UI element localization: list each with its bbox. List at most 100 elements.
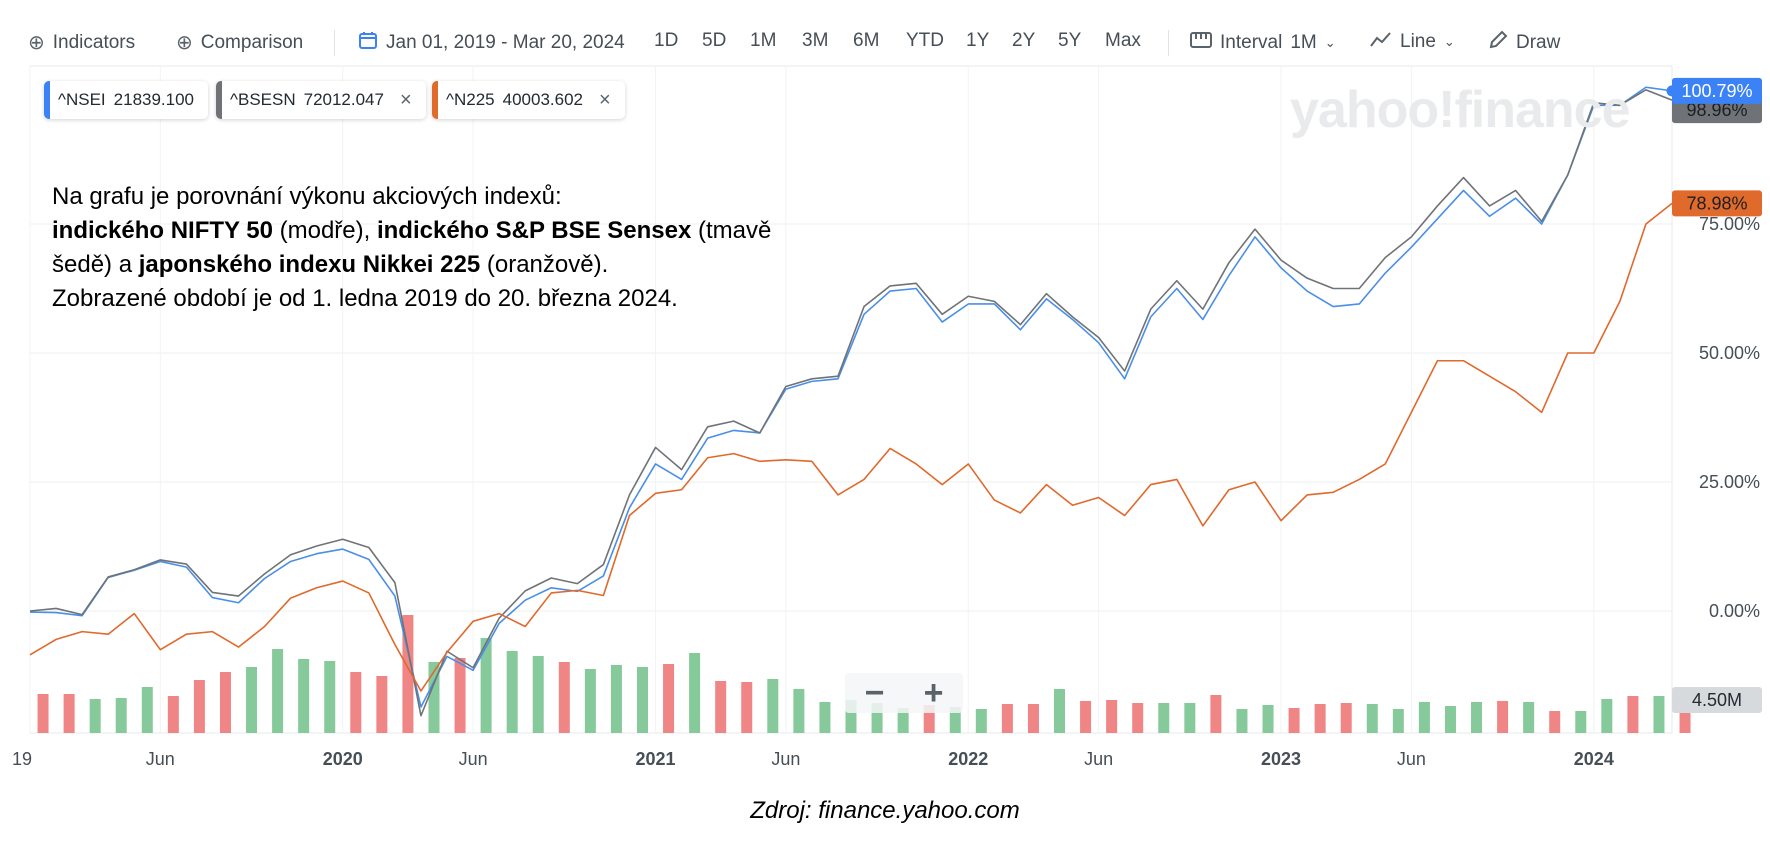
- volume-bar: [975, 709, 987, 733]
- series-value: 72012.047: [303, 90, 384, 109]
- draw-label: Draw: [1516, 32, 1561, 53]
- toolbar-divider: [334, 30, 335, 56]
- chart-type-button[interactable]: Line ⌄: [1370, 30, 1455, 54]
- volume-bar: [1106, 700, 1118, 733]
- close-icon[interactable]: ×: [599, 88, 611, 111]
- x-tick-label: 2023: [1261, 749, 1301, 769]
- pencil-icon: [1488, 30, 1508, 56]
- annotation-line: Zobrazené období je od 1. ledna 2019 do …: [52, 285, 678, 312]
- y-tick-label: 0.00%: [1709, 601, 1760, 621]
- range-label: 6M: [853, 30, 880, 51]
- zoom-out-button[interactable]: −: [864, 674, 885, 712]
- series-line-nsei: [29, 86, 1673, 708]
- x-tick-label: 2020: [323, 749, 363, 769]
- volume-bar: [1132, 703, 1144, 733]
- range-label: 5D: [702, 30, 727, 51]
- range-2y-button[interactable]: 2Y: [1012, 30, 1035, 52]
- volume-bar: [1236, 709, 1248, 733]
- volume-bar: [1679, 710, 1691, 733]
- y-tick-label: 75.00%: [1699, 214, 1760, 234]
- range-label: 1M: [750, 30, 777, 51]
- series-value: 21839.100: [113, 90, 195, 109]
- volume-bar: [1184, 703, 1196, 733]
- range-1d-button[interactable]: 1D: [654, 30, 678, 52]
- toolbar-divider: [1168, 30, 1169, 56]
- volume-label: 4.50M: [1692, 690, 1742, 710]
- range-5d-button[interactable]: 5D: [702, 30, 726, 52]
- interval-value: 1M: [1290, 32, 1317, 53]
- indicators-button[interactable]: ⊕ Indicators: [28, 30, 135, 55]
- series-chip-n225[interactable]: ^N225 40003.602 ×: [432, 81, 625, 119]
- volume-bar: [897, 708, 909, 733]
- range-label: 2Y: [1012, 30, 1036, 51]
- volume-bar: [1340, 703, 1352, 733]
- range-label: 1D: [654, 30, 679, 51]
- series-color-swatch: [432, 81, 438, 119]
- volume-bar: [298, 659, 310, 733]
- chevron-down-icon: ⌄: [1443, 34, 1455, 49]
- comparison-chart[interactable]: 0.00% 25.00% 50.00% 75.00% 19 Jun 2020 Jun 2021 J…: [0, 0, 1770, 790]
- plot-area: [29, 65, 1673, 734]
- range-1y-button[interactable]: 1Y: [966, 30, 989, 52]
- date-range-button[interactable]: Jan 01, 2019 - Mar 20, 2024: [358, 30, 625, 56]
- last-value-label: 100.79%: [1681, 81, 1752, 101]
- series-color-swatch: [216, 81, 222, 119]
- ruler-icon: [1190, 30, 1212, 56]
- volume-bar: [376, 676, 388, 733]
- annotation-bold: indického NIFTY 50: [52, 217, 273, 244]
- volume-bar: [272, 649, 284, 733]
- interval-label: Interval: [1220, 32, 1283, 53]
- volume-bar: [219, 672, 231, 733]
- volume-bar: [845, 700, 857, 733]
- draw-button[interactable]: Draw: [1488, 30, 1560, 56]
- last-value-label: 78.98%: [1686, 193, 1747, 213]
- volume-bar: [324, 661, 336, 733]
- volume-bar: [1523, 702, 1535, 733]
- volume-bar: [1549, 711, 1561, 733]
- volume-bar: [63, 694, 75, 733]
- volume-bar: [558, 662, 570, 733]
- series-chip-nsei[interactable]: ^NSEI 21839.100: [44, 81, 209, 119]
- range-3m-button[interactable]: 3M: [802, 30, 828, 52]
- comparison-button[interactable]: ⊕ Comparison: [176, 30, 303, 55]
- annotation-line: indického NIFTY 50 (modře), indického S&…: [52, 214, 812, 248]
- range-5y-button[interactable]: 5Y: [1058, 30, 1081, 52]
- volume-bar: [428, 662, 440, 733]
- volume-bar: [1418, 702, 1430, 733]
- volume-bar: [1080, 701, 1092, 733]
- annotation-line: šedě) a japonského indexu Nikkei 225 (or…: [52, 248, 812, 282]
- x-tick-label: 2022: [948, 749, 988, 769]
- annotation-line: Na grafu je porovnání výkonu akciových i…: [52, 183, 562, 210]
- volume-bar: [246, 667, 258, 733]
- chevron-down-icon: ⌄: [1324, 35, 1336, 50]
- volume-bar: [506, 651, 518, 733]
- annotation-text: (oranžově).: [480, 251, 609, 278]
- series-value: 40003.602: [502, 90, 583, 109]
- volume-bar: [1288, 708, 1300, 733]
- range-ytd-button[interactable]: YTD: [906, 30, 944, 52]
- volume-bar: [402, 615, 414, 733]
- volume-bar: [1210, 695, 1222, 733]
- volume-bar: [793, 689, 805, 733]
- annotation-text: (modře),: [272, 217, 377, 244]
- series-symbol: ^BSESN: [230, 90, 296, 109]
- volume-badge: [1672, 687, 1762, 713]
- volume-bar: [1497, 701, 1509, 733]
- interval-button[interactable]: Interval 1M ⌄: [1190, 30, 1336, 56]
- close-icon[interactable]: ×: [399, 88, 412, 111]
- range-max-button[interactable]: Max: [1105, 30, 1141, 52]
- range-label: Max: [1105, 30, 1141, 51]
- zoom-in-button[interactable]: +: [923, 674, 944, 712]
- last-value-badge: [1672, 190, 1762, 217]
- x-tick-label: 19: [12, 749, 32, 769]
- range-1m-button[interactable]: 1M: [750, 30, 776, 52]
- series-line-n225: [29, 202, 1673, 692]
- range-6m-button[interactable]: 6M: [853, 30, 879, 52]
- volume-bar: [689, 653, 701, 733]
- last-value-badge: [1672, 77, 1762, 104]
- range-label: 3M: [802, 30, 829, 51]
- series-chip-bsesn[interactable]: ^BSESN 72012.047 ×: [216, 81, 426, 119]
- zoom-control: − +: [845, 673, 963, 713]
- volume-bar: [480, 638, 492, 733]
- volume-bar: [584, 669, 596, 733]
